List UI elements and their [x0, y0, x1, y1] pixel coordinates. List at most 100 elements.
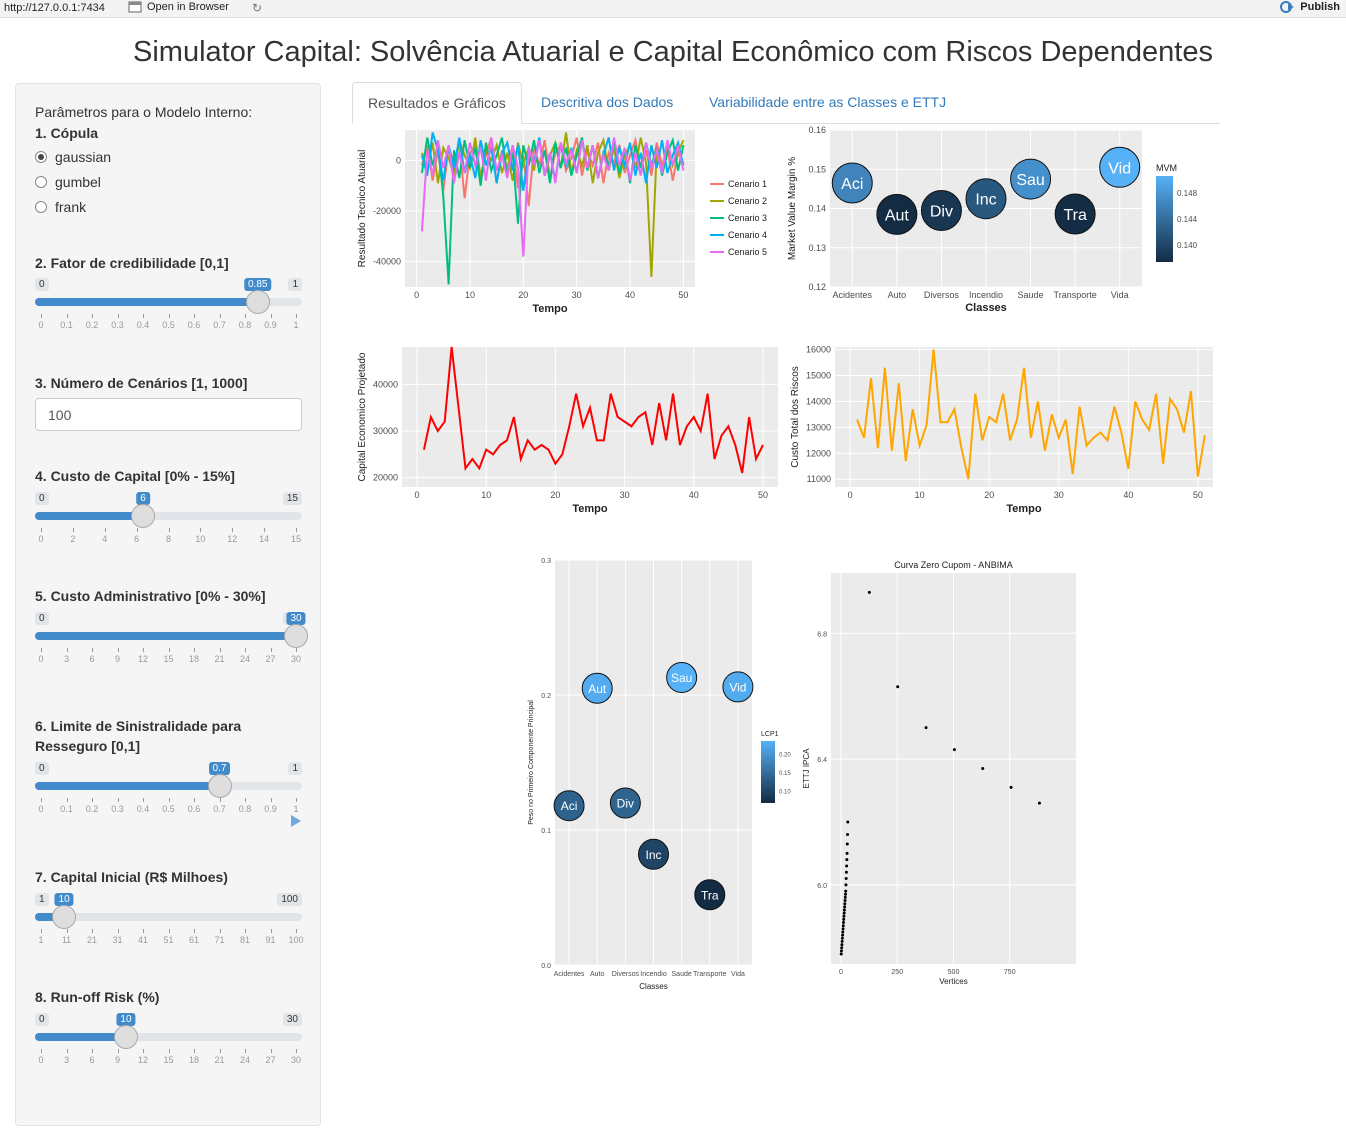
custo-capital-slider[interactable]: 0 15 6 0 2 4 6 8 10 12 14 15: [35, 492, 302, 562]
legend-tick-label: 0.10: [779, 790, 791, 796]
bubble-label: Inc: [975, 192, 996, 209]
slider-tick: [66, 314, 68, 318]
y-axis-title: Peso no Primeiro Componente Principal: [528, 700, 535, 825]
slider-tick-label: 0.8: [238, 320, 252, 330]
legend-title: MVM: [1156, 163, 1177, 173]
data-point: [845, 851, 849, 855]
slider-tick-label: 0: [38, 320, 44, 330]
chart-title: Curva Zero Cupom - ANBIMA: [894, 560, 1013, 570]
bubble-label: Div: [930, 203, 953, 220]
slider-tick: [41, 648, 42, 652]
radio-dot[interactable]: [35, 176, 47, 188]
slider-tick-label: 18: [188, 1055, 200, 1065]
data-point: [844, 877, 848, 881]
slider-handle[interactable]: [52, 905, 77, 929]
slider-fill: [35, 782, 220, 790]
refresh-icon[interactable]: ↻: [252, 1, 263, 15]
y-tick-label: 0.3: [541, 558, 551, 565]
radio-gaussian[interactable]: gaussian: [35, 149, 111, 165]
y-axis-title: Resultado Tecnico Atuarial: [357, 150, 368, 268]
x-tick-label: 0: [415, 490, 420, 500]
bubble-label: Sau: [1016, 172, 1044, 189]
play-icon[interactable]: [291, 815, 301, 827]
slider-tick: [41, 314, 42, 318]
open-browser-icon: [128, 1, 142, 13]
slider-tick-label: 24: [239, 654, 251, 664]
x-tick-label: Incendio: [969, 290, 1003, 300]
slider-tick: [270, 798, 272, 802]
slider-track: [35, 512, 302, 520]
slider-tick-label: 1: [38, 935, 44, 945]
radio-frank[interactable]: frank: [35, 199, 86, 215]
data-point: [841, 921, 845, 925]
slider-min: 0: [35, 762, 49, 775]
slider-tick-label: 12: [227, 534, 238, 544]
url-text[interactable]: http://127.0.0.1:7434: [4, 2, 105, 14]
slider-tick: [270, 314, 272, 318]
tab-variabilidade[interactable]: Variabilidade entre as Classes e ETTJ: [709, 94, 947, 110]
legend-label: Cenario 3: [728, 213, 767, 223]
bubble-aci: [553, 790, 585, 822]
slider-max: 100: [277, 893, 302, 906]
y-tick-label: 15000: [806, 371, 831, 381]
data-point: [843, 899, 847, 903]
slider-tick: [219, 314, 221, 318]
tab-descritiva[interactable]: Descritiva dos Dados: [541, 94, 674, 110]
slider-tick: [194, 314, 195, 318]
data-point: [843, 895, 847, 899]
radio-gumbel[interactable]: gumbel: [35, 174, 101, 190]
slider-handle[interactable]: [245, 290, 270, 314]
slider-value: 30: [286, 612, 306, 625]
capital-inicial-slider[interactable]: 1 100 10 1 11 21 31 41 51 61 71 81 91 100: [35, 893, 304, 963]
bubble-label: Vid: [1108, 160, 1131, 177]
data-point: [845, 858, 849, 862]
open-in-browser-button[interactable]: Open in Browser: [128, 1, 229, 13]
slider-handle[interactable]: [207, 774, 232, 798]
limite-resseguro-slider[interactable]: 0 1 0.7 0 0.1 0.2 0.3 0.4 0.5 0.6 0.7 0.8 0.9 1: [35, 762, 302, 832]
slider-tick-label: 51: [163, 935, 174, 945]
slider-tick: [117, 1049, 119, 1053]
slider-max: 1: [288, 762, 302, 775]
tab-resultados[interactable]: Resultados e Gráficos: [352, 82, 522, 124]
slider-tick-label: 0.8: [238, 804, 252, 814]
data-point: [845, 842, 849, 846]
slider-handle[interactable]: [113, 1025, 138, 1049]
slider-tick: [41, 528, 42, 532]
slider-tick: [200, 528, 202, 532]
slider-tick-label: 21: [86, 935, 98, 945]
cenarios-input[interactable]: [35, 398, 302, 431]
publish-label: Publish: [1300, 1, 1340, 13]
y-tick-label: 6.8: [817, 631, 827, 638]
runoff-slider[interactable]: 0 30 10 0 3 6 9 12 15 18 21 24 27 30: [35, 1013, 302, 1083]
x-tick-label: 10: [465, 290, 475, 300]
publish-button[interactable]: Publish: [1280, 1, 1340, 13]
slider-tick-label: 21: [214, 1055, 225, 1065]
slider-tick: [92, 929, 93, 933]
slider-handle[interactable]: [284, 624, 308, 648]
data-point: [843, 905, 847, 909]
slider-tick: [92, 648, 93, 652]
data-point: [842, 917, 846, 921]
x-axis-title: Tempo: [572, 503, 608, 515]
radio-dot[interactable]: [35, 151, 47, 163]
slider-track: [35, 1033, 302, 1041]
bubble-inc: [965, 178, 1007, 220]
data-point: [839, 949, 843, 953]
slider-fill: [35, 512, 143, 520]
x-axis-title: Classes: [965, 302, 1007, 314]
x-tick-label: 50: [678, 290, 688, 300]
slider-track: [35, 913, 302, 921]
custo-admin-slider[interactable]: 03030036912151821242730: [35, 612, 308, 682]
bubble-label: Aci: [561, 799, 578, 813]
data-point: [840, 946, 844, 950]
slider-tick-label: 18: [188, 654, 200, 664]
radio-dot[interactable]: [35, 201, 47, 213]
radio-label: gaussian: [55, 149, 112, 165]
slider-tick-label: 31: [112, 935, 123, 945]
copula-label: 1. Cópula: [35, 125, 99, 141]
slider-handle[interactable]: [131, 504, 155, 528]
credibilidade-slider[interactable]: 0 1 0.85 0 0.1 0.2 0.3 0.4 0.5 0.6 0.7 0.8 0.9 1: [35, 278, 302, 348]
slider-tick-label: 30: [290, 654, 302, 664]
slider-tick-label: 3: [63, 1055, 70, 1065]
slider-ticks: 0 3 6 9 12 15 18 21 24 27 30: [35, 648, 302, 668]
